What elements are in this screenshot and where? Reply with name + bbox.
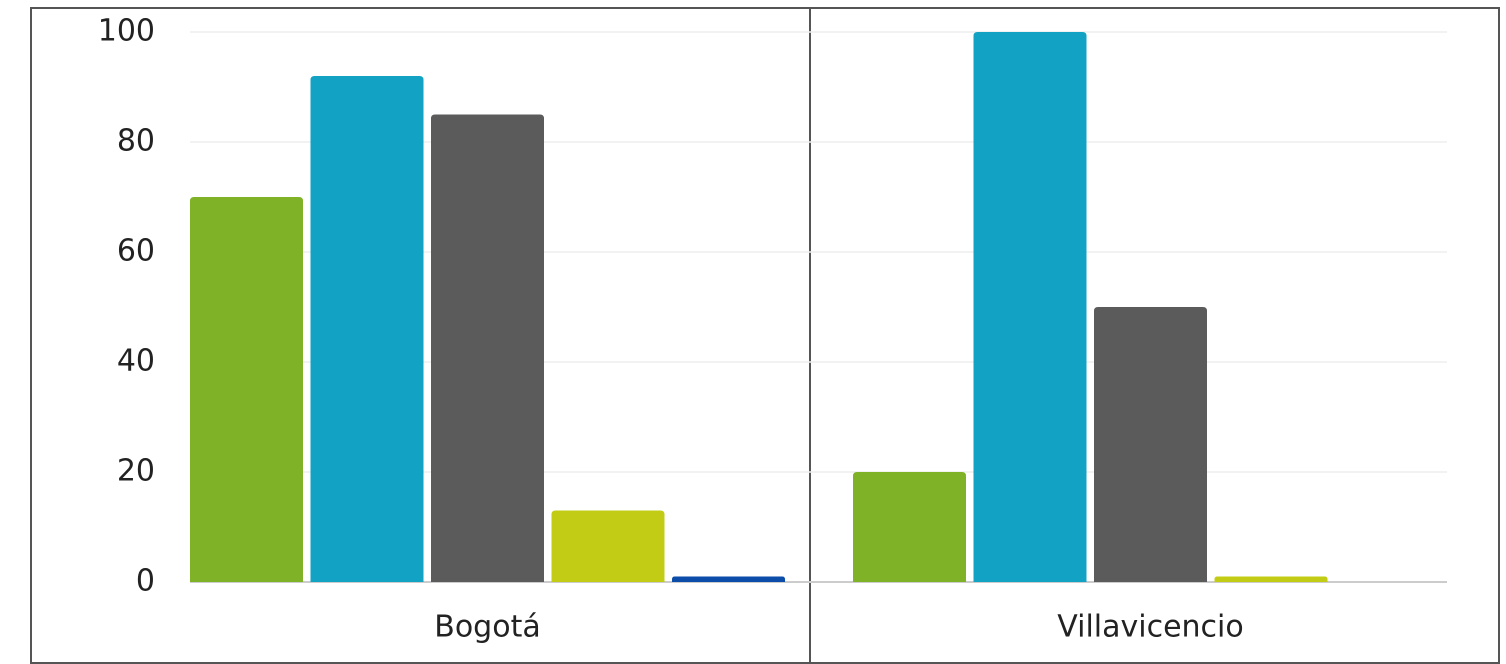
bar — [551, 510, 665, 582]
bar — [1094, 307, 1207, 582]
y-tick-label: 40 — [117, 344, 155, 379]
bar — [190, 197, 303, 582]
bar — [310, 76, 424, 582]
x-tick-label: Bogotá — [434, 610, 540, 645]
y-tick-label: 60 — [117, 234, 155, 269]
y-tick-label: 20 — [117, 454, 155, 489]
bar — [672, 576, 785, 582]
bar — [1214, 576, 1328, 582]
bar — [431, 114, 544, 582]
y-tick-label: 80 — [117, 124, 155, 159]
y-tick-label: 100 — [98, 14, 155, 49]
x-tick-label: Villavicencio — [1057, 610, 1244, 645]
y-tick-label: 0 — [136, 564, 155, 599]
bar — [853, 472, 966, 582]
bar — [973, 32, 1087, 582]
frame — [30, 7, 1500, 664]
